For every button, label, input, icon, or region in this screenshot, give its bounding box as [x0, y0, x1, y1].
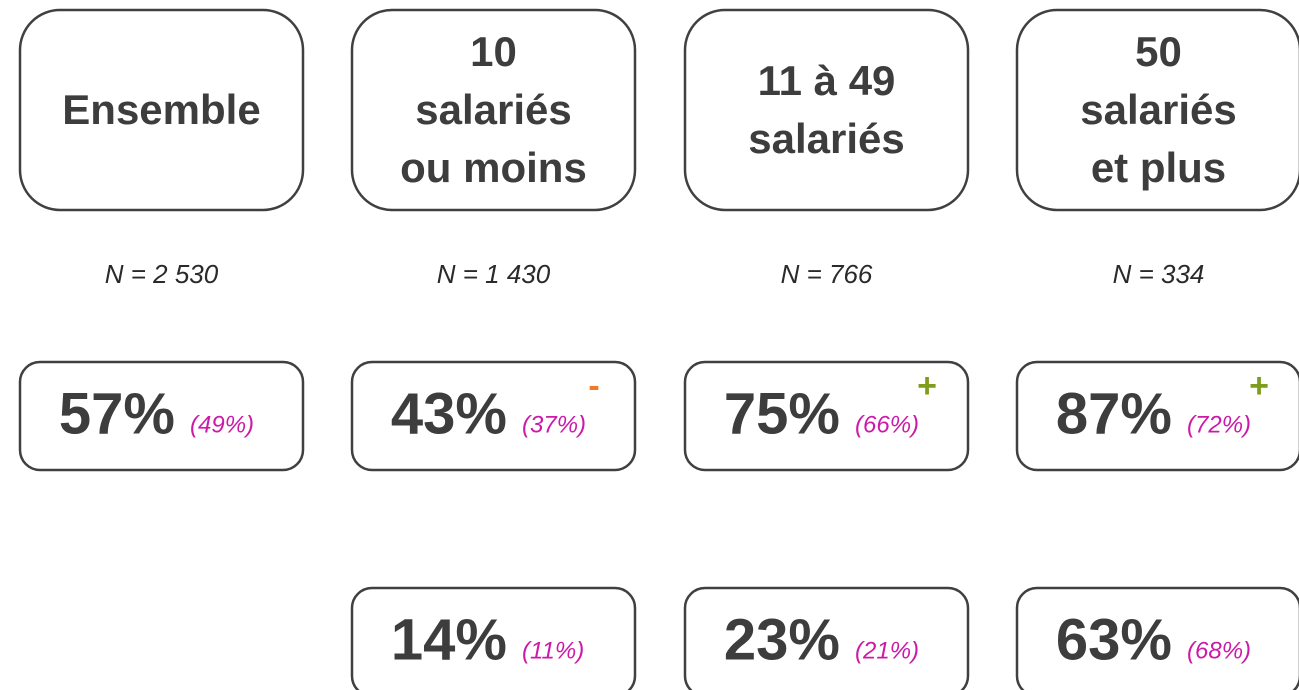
significance-sign: - [588, 367, 599, 405]
value-box [1015, 360, 1299, 472]
significance-sign: + [917, 367, 937, 405]
sample-size: N = 766 [781, 259, 873, 289]
comparison-value: (68%) [1187, 637, 1251, 664]
comparison-value: (66%) [855, 411, 919, 438]
comparison-value: (37%) [522, 411, 586, 438]
sample-size: N = 1 430 [437, 259, 551, 289]
main-value: 87% [1056, 381, 1172, 446]
value-box [350, 360, 637, 472]
significance-sign: + [1249, 367, 1269, 405]
header-box [350, 8, 637, 212]
header-box [683, 8, 970, 212]
comparison-value: (21%) [855, 637, 919, 664]
sample-size: N = 334 [1113, 259, 1205, 289]
header-text: 10 [470, 28, 517, 75]
comparison-value: (72%) [1187, 411, 1251, 438]
header-text: et plus [1091, 144, 1226, 191]
main-value: 43% [391, 381, 507, 446]
header-box [18, 8, 305, 212]
header-text: 11 à 49 [758, 57, 896, 104]
main-value: 23% [724, 607, 840, 672]
sample-size: N = 2 530 [105, 259, 219, 289]
value-box [350, 586, 637, 690]
main-value: 14% [391, 607, 507, 672]
header-text: salariés [1080, 86, 1236, 133]
main-value: 63% [1056, 607, 1172, 672]
value-box [1015, 586, 1299, 690]
header-text: salariés [415, 86, 571, 133]
value-box [683, 586, 970, 690]
value-box [683, 360, 970, 472]
header-box [1015, 8, 1299, 212]
value-box [18, 360, 305, 472]
header-text: 50 [1135, 28, 1182, 75]
header-text: Ensemble [62, 86, 260, 133]
header-text: ou moins [400, 144, 587, 191]
main-value: 75% [724, 381, 840, 446]
main-value: 57% [59, 381, 175, 446]
comparison-value: (49%) [190, 411, 254, 438]
header-text: salariés [748, 115, 904, 162]
comparison-value: (11%) [522, 637, 584, 664]
